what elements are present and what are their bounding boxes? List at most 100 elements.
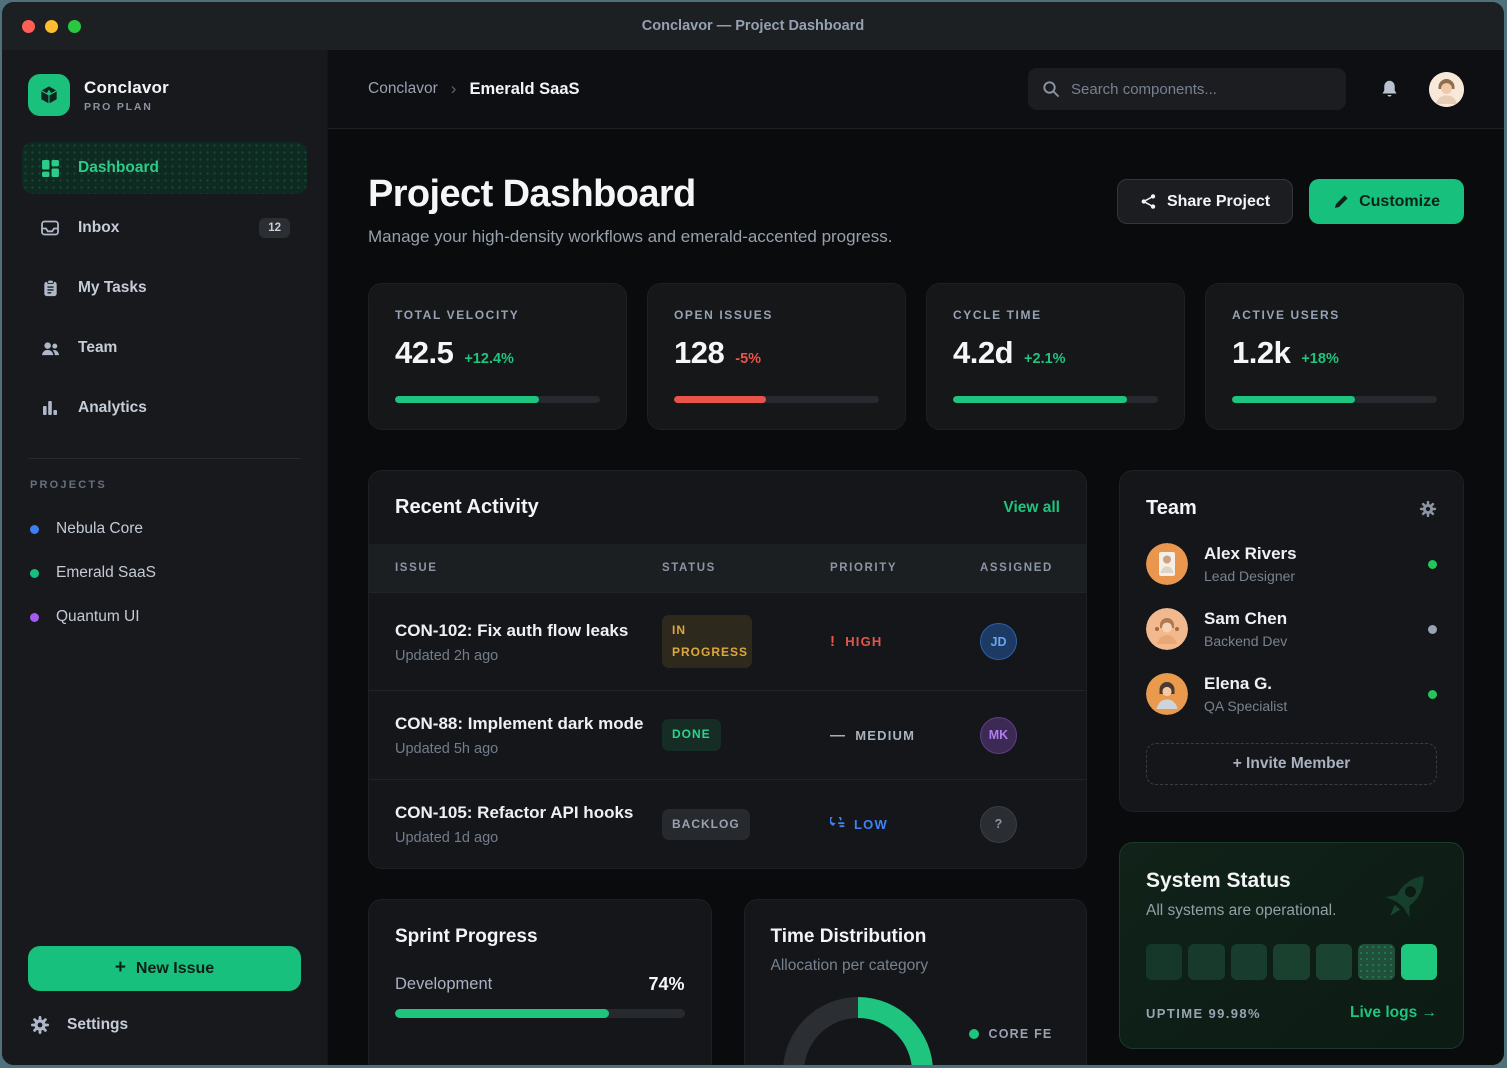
- share-project-button[interactable]: Share Project: [1117, 179, 1293, 224]
- project-name: Emerald SaaS: [56, 564, 156, 582]
- zoom-window-button[interactable]: [68, 20, 81, 33]
- status-badge: BACKLOG: [662, 809, 750, 841]
- sidebar-item-inbox[interactable]: Inbox 12: [22, 202, 307, 254]
- notifications-bell-icon[interactable]: [1378, 78, 1401, 101]
- search-icon: [1042, 80, 1060, 98]
- sprint-item-value: 74%: [648, 974, 684, 995]
- member-role: QA Specialist: [1204, 698, 1287, 714]
- window-title: Conclavor — Project Dashboard: [2, 18, 1504, 34]
- projects-section-label: PROJECTS: [2, 479, 327, 491]
- status-cell: [1273, 944, 1309, 980]
- legend-item: CORE FE: [969, 1027, 1053, 1041]
- sidebar-project-nebula-core[interactable]: Nebula Core: [2, 507, 327, 551]
- legend-label: CORE FE: [989, 1027, 1053, 1041]
- page-title: Project Dashboard: [368, 173, 892, 216]
- sidebar-item-team[interactable]: Team: [22, 322, 307, 374]
- time-distribution-card: Time Distribution Allocation per categor…: [744, 899, 1088, 1065]
- priority-high: ! HIGH: [830, 633, 980, 650]
- breadcrumb-root[interactable]: Conclavor: [368, 80, 438, 98]
- project-dot: [30, 613, 39, 622]
- stat-card-open-issues: OPEN ISSUES 128 -5%: [647, 283, 906, 430]
- window-controls: [22, 20, 81, 33]
- close-window-button[interactable]: [22, 20, 35, 33]
- member-name: Elena G.: [1204, 674, 1287, 694]
- brand-name: Conclavor: [84, 78, 169, 98]
- table-row-con-105[interactable]: CON-105: Refactor API hooks Updated 1d a…: [369, 779, 1086, 868]
- search-box[interactable]: [1028, 68, 1346, 110]
- team-member-sam-chen[interactable]: Sam Chen Backend Dev: [1146, 608, 1437, 650]
- sidebar-project-emerald-saas[interactable]: Emerald SaaS: [2, 551, 327, 595]
- stat-progress-track: [395, 396, 600, 403]
- sidebar-item-label: Inbox: [78, 219, 119, 237]
- time-distribution-subtitle: Allocation per category: [771, 957, 1061, 975]
- priority-label: LOW: [854, 817, 888, 832]
- plus-icon: +: [115, 957, 126, 979]
- breadcrumb-current: Emerald SaaS: [469, 80, 579, 99]
- sidebar-item-label: My Tasks: [78, 279, 147, 297]
- member-avatar: [1146, 543, 1188, 585]
- uptime-label: UPTIME 99.98%: [1146, 1006, 1261, 1021]
- project-dot: [30, 569, 39, 578]
- customize-button[interactable]: Customize: [1309, 179, 1464, 224]
- topbar: Conclavor › Emerald SaaS: [328, 50, 1504, 129]
- stat-label: OPEN ISSUES: [674, 308, 879, 322]
- stat-card-cycle-time: CYCLE TIME 4.2d +2.1%: [926, 283, 1185, 430]
- settings-label: Settings: [67, 1016, 128, 1034]
- sidebar-nav: Dashboard Inbox 12: [2, 138, 327, 442]
- sprint-progress-track: [395, 1009, 685, 1018]
- column-status: STATUS: [662, 562, 830, 574]
- project-name: Quantum UI: [56, 608, 140, 626]
- titlebar: Conclavor — Project Dashboard: [2, 2, 1504, 50]
- bar-chart-icon: [39, 399, 61, 417]
- sidebar-item-settings[interactable]: Settings: [28, 1015, 301, 1035]
- project-dot: [30, 525, 39, 534]
- stat-value: 128: [674, 335, 724, 371]
- stat-value: 4.2d: [953, 335, 1013, 371]
- team-member-elena-g[interactable]: Elena G. QA Specialist: [1146, 673, 1437, 715]
- table-row-con-102[interactable]: CON-102: Fix auth flow leaks Updated 2h …: [369, 592, 1086, 690]
- assignee-avatar: JD: [980, 623, 1017, 660]
- member-avatar: [1146, 673, 1188, 715]
- table-row-con-88[interactable]: CON-88: Implement dark mode Updated 5h a…: [369, 690, 1086, 779]
- rocket-icon: [1355, 857, 1447, 954]
- dashboard-grid-icon: [39, 159, 61, 178]
- main-area: Conclavor › Emerald SaaS: [328, 50, 1504, 1065]
- stat-progress-fill: [1232, 396, 1355, 403]
- stat-label: CYCLE TIME: [953, 308, 1158, 322]
- team-title: Team: [1146, 497, 1197, 520]
- assignee-avatar: MK: [980, 717, 1017, 754]
- share-icon: [1140, 193, 1157, 210]
- search-input[interactable]: [1071, 81, 1332, 98]
- sidebar-item-dashboard[interactable]: Dashboard: [22, 142, 307, 194]
- status-cell: [1401, 944, 1437, 980]
- system-status-card: System Status All systems are operationa…: [1119, 842, 1464, 1049]
- dash-icon: —: [830, 727, 846, 744]
- user-avatar[interactable]: [1429, 72, 1464, 107]
- minimize-window-button[interactable]: [45, 20, 58, 33]
- sidebar-item-analytics[interactable]: Analytics: [22, 382, 307, 434]
- invite-member-button[interactable]: + Invite Member: [1146, 743, 1437, 785]
- stat-label: TOTAL VELOCITY: [395, 308, 600, 322]
- project-name: Nebula Core: [56, 520, 143, 538]
- conclavor-logo-icon: [28, 74, 70, 116]
- new-issue-button[interactable]: + New Issue: [28, 946, 301, 991]
- status-cell: [1358, 944, 1394, 980]
- stat-progress-track: [953, 396, 1158, 403]
- activity-table-header: ISSUE STATUS PRIORITY ASSIGNED: [369, 544, 1086, 592]
- exclamation-icon: !: [830, 633, 836, 650]
- live-logs-link[interactable]: Live logs →: [1350, 1004, 1437, 1022]
- stat-delta: -5%: [735, 351, 761, 367]
- new-issue-label: New Issue: [136, 960, 214, 978]
- member-avatar: [1146, 608, 1188, 650]
- team-settings-gear-icon[interactable]: [1419, 500, 1437, 518]
- sidebar-item-label: Team: [78, 339, 117, 357]
- sidebar-item-my-tasks[interactable]: My Tasks: [22, 262, 307, 314]
- sidebar-project-quantum-ui[interactable]: Quantum UI: [2, 595, 327, 639]
- issue-updated: Updated 5h ago: [395, 741, 648, 757]
- stat-progress-fill: [395, 396, 539, 403]
- view-all-link[interactable]: View all: [1003, 499, 1060, 517]
- team-member-alex-rivers[interactable]: Alex Rivers Lead Designer: [1146, 543, 1437, 585]
- assignee-avatar: ?: [980, 806, 1017, 843]
- time-distribution-donut: [783, 997, 933, 1065]
- status-cell: [1146, 944, 1182, 980]
